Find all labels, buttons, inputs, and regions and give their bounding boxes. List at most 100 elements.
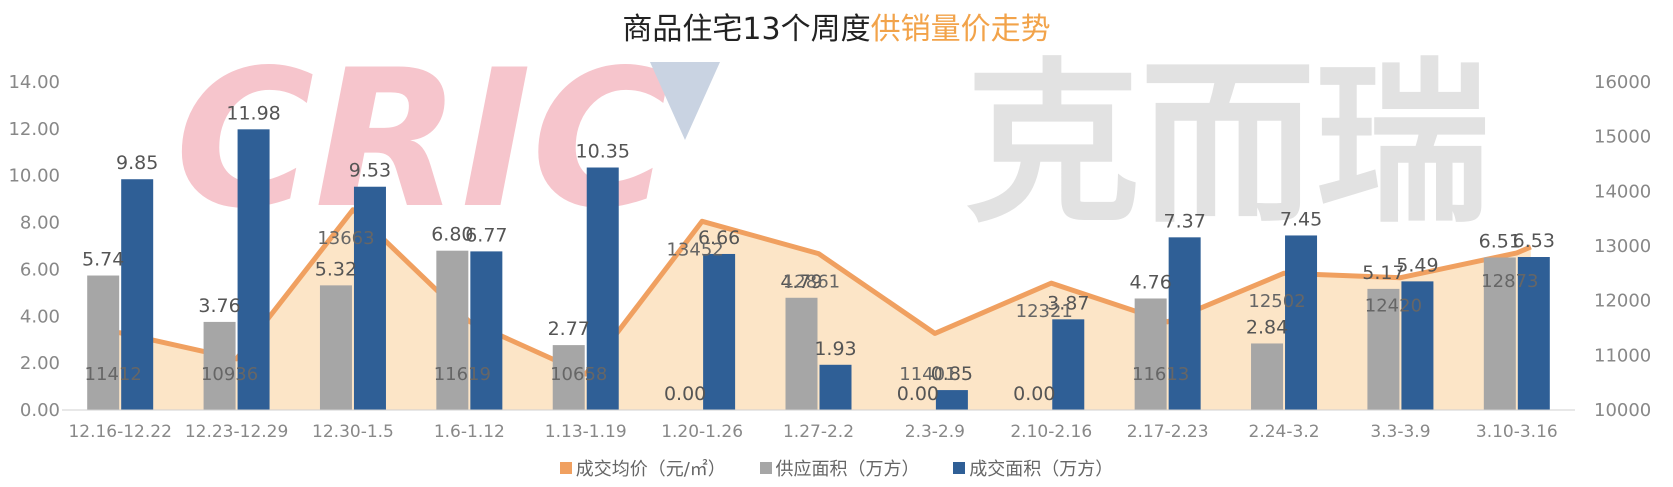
supply-data-label: 5.17 xyxy=(1362,262,1404,284)
deal-data-label: 9.53 xyxy=(349,160,391,182)
supply-data-label: 0.00 xyxy=(1013,383,1055,405)
x-tick-label: 2.17-2.23 xyxy=(1127,422,1209,442)
deal-data-label: 6.77 xyxy=(465,224,507,246)
bar-supply xyxy=(1367,288,1400,410)
legend-label-supply: 供应面积（万方） xyxy=(775,459,920,480)
x-tick-label: 3.10-3.16 xyxy=(1476,422,1558,442)
price-data-label: 11613 xyxy=(1132,364,1189,385)
x-tick-label: 1.27-2.2 xyxy=(783,422,854,442)
y-left-tick-label: 10.00 xyxy=(8,166,60,187)
supply-data-label: 4.76 xyxy=(1129,271,1171,293)
supply-data-label: 2.77 xyxy=(548,318,590,340)
legend-label-price: 成交均价（元/㎡） xyxy=(575,459,726,480)
bar-supply xyxy=(1483,257,1516,410)
supply-data-label: 3.76 xyxy=(198,295,240,317)
bar-deal xyxy=(935,390,968,410)
y-left-tick-label: 0.00 xyxy=(20,400,60,421)
bar-deal xyxy=(1401,281,1434,410)
price-data-label: 11401 xyxy=(899,364,956,385)
x-tick-label: 1.20-1.26 xyxy=(661,422,743,442)
legend: 成交均价（元/㎡） 供应面积（万方） 成交面积（万方） xyxy=(0,455,1673,481)
bar-deal xyxy=(1052,319,1085,410)
deal-data-label: 5.49 xyxy=(1396,254,1438,276)
bar-deal xyxy=(586,167,619,410)
price-data-label: 12502 xyxy=(1248,291,1305,312)
price-data-label: 12321 xyxy=(1016,301,1073,322)
x-tick-label: 2.3-2.9 xyxy=(905,422,965,442)
watermark-brand-text: 克而瑞 xyxy=(965,44,1490,247)
x-tick-label: 1.13-1.19 xyxy=(545,422,627,442)
label-layer: 5.74 3.76 5.32 6.80 2.77 0.00 4.79 0.00 0.00 4.76… xyxy=(82,102,1555,405)
watermark-triangle xyxy=(650,62,720,140)
bar-supply xyxy=(319,285,352,410)
bar-deal xyxy=(237,129,270,410)
deal-data-label: 6.53 xyxy=(1513,230,1555,252)
price-data-label: 12861 xyxy=(783,272,840,293)
y-right-tick-label: 11000 xyxy=(1594,345,1651,366)
deal-data-label: 11.98 xyxy=(226,102,280,124)
deal-data-label: 3.87 xyxy=(1047,292,1089,314)
deal-data-label: 7.45 xyxy=(1280,208,1322,230)
supply-data-label: 6.80 xyxy=(431,224,473,246)
y-right-tick-label: 13000 xyxy=(1594,236,1651,257)
y-left-tick-label: 8.00 xyxy=(20,213,60,234)
price-data-label: 13663 xyxy=(317,228,374,249)
legend-swatch-deal xyxy=(953,462,966,474)
x-tick-label: 3.3-3.9 xyxy=(1370,422,1430,442)
legend-item-supply: 供应面积（万方） xyxy=(759,455,920,481)
bar-deal xyxy=(703,253,736,410)
chart-title-main: 商品住宅13个周度 xyxy=(622,12,871,47)
y-right-tick-label: 10000 xyxy=(1594,400,1651,421)
bar-deal xyxy=(1168,237,1201,410)
price-data-label: 10936 xyxy=(201,364,258,385)
y-right-tick-label: 16000 xyxy=(1594,72,1651,93)
bar-deal xyxy=(819,364,852,410)
supply-data-label: 4.79 xyxy=(780,271,822,293)
y-left-tick-label: 12.00 xyxy=(8,119,60,140)
y-left-tick-label: 14.00 xyxy=(8,72,60,93)
y-right-tick-label: 14000 xyxy=(1594,181,1651,202)
axis-layer: 0.00 2.00 4.00 6.00 8.00 10.00 12.00 14.00 10000… xyxy=(8,72,1651,442)
bar-supply xyxy=(203,321,236,410)
x-tick-label: 1.6-1.12 xyxy=(434,422,505,442)
deal-data-label: 0.85 xyxy=(931,363,973,385)
bar-deal xyxy=(353,186,386,410)
x-tick-label: 12.16-12.22 xyxy=(68,422,171,442)
y-right-tick-label: 15000 xyxy=(1594,127,1651,148)
chart-title: 商品住宅13个周度供销量价走势 xyxy=(0,4,1673,48)
supply-data-label: 6.51 xyxy=(1479,230,1521,252)
bar-supply xyxy=(785,297,818,410)
bar-deal xyxy=(1517,257,1550,410)
deal-data-label: 7.37 xyxy=(1163,210,1205,232)
x-tick-label: 2.10-2.16 xyxy=(1010,422,1092,442)
price-data-label: 11412 xyxy=(85,364,142,385)
price-data-label: 11619 xyxy=(434,364,491,385)
price-line xyxy=(110,207,1532,377)
y-right-tick-label: 12000 xyxy=(1594,291,1651,312)
supply-data-label: 0.00 xyxy=(664,383,706,405)
supply-data-label: 5.74 xyxy=(82,249,124,271)
price-data-label: 12420 xyxy=(1365,296,1422,317)
bar-supply xyxy=(87,275,120,410)
deal-data-label: 10.35 xyxy=(576,141,630,163)
bar-supply xyxy=(1251,343,1284,410)
legend-swatch-supply xyxy=(759,462,772,474)
supply-data-label: 2.84 xyxy=(1246,316,1288,338)
bar-deal xyxy=(470,251,503,410)
bar-supply xyxy=(1134,298,1167,410)
bar-deal xyxy=(1285,235,1318,410)
legend-item-price: 成交均价（元/㎡） xyxy=(559,455,726,481)
supply-data-label: 0.00 xyxy=(897,383,939,405)
x-tick-label: 2.24-3.2 xyxy=(1249,422,1320,442)
y-left-tick-label: 2.00 xyxy=(20,353,60,374)
price-data-label: 13452 xyxy=(666,239,723,260)
bar-layer xyxy=(87,129,1550,410)
legend-item-deal: 成交面积（万方） xyxy=(953,455,1113,481)
legend-label-deal: 成交面积（万方） xyxy=(969,459,1114,480)
bar-supply xyxy=(552,345,585,410)
legend-swatch-price xyxy=(559,462,572,474)
price-data-label: 10658 xyxy=(550,364,607,385)
x-tick-label: 12.23-12.29 xyxy=(185,422,288,442)
